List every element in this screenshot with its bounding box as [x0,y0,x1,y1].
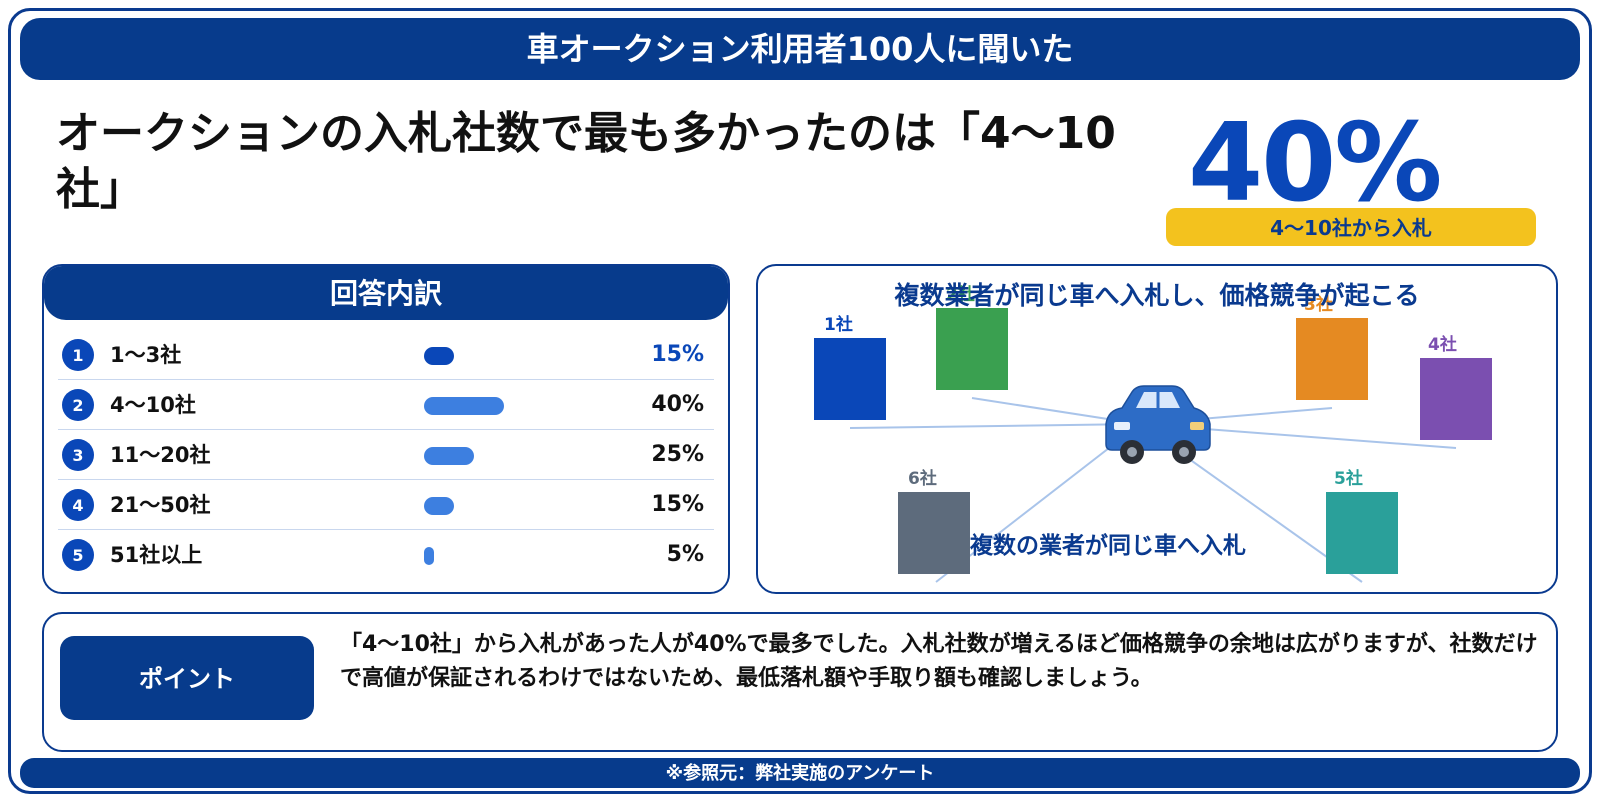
bidder-1-box [814,338,886,420]
bidder-4: 4社 [1420,334,1492,440]
row-number-badge: 1 [62,339,94,371]
row-label: 21〜50社 [110,493,211,517]
bidder-4-box [1420,358,1492,440]
bidder-2-box [936,308,1008,390]
row-number-badge: 5 [62,539,94,571]
row-percent: 25% [651,442,704,467]
bidder-1-label: 1社 [824,314,853,335]
row-bar-fill [424,347,454,365]
row-bar [424,447,624,465]
breakdown-row: 4 21〜50社 15% [58,480,714,530]
bidder-3-label: 3社 [1304,294,1333,315]
row-bar [424,347,624,365]
row-label: 1〜3社 [110,343,182,367]
bidder-5-box [1326,492,1398,574]
row-bar-fill [424,497,454,515]
breakdown-row: 3 11〜20社 25% [58,430,714,480]
breakdown-row: 2 4〜10社 40% [58,380,714,430]
row-bar [424,497,624,515]
highlight-stat: 40% [1188,101,1443,226]
bidder-6-box [898,492,970,574]
bidding-diagram: 1社 2社 3社 4社 5社 6社 [814,284,1492,583]
page-frame [8,8,1592,794]
bidder-3-box [1296,318,1368,400]
row-label: 11〜20社 [110,443,211,467]
header-banner: 車オークション利用者100人に聞いた [20,18,1580,80]
row-label: 4〜10社 [110,393,196,417]
breakdown-title: 回答内訳 [44,266,728,320]
bidder-6: 6社 [898,468,970,574]
breakdown-row: 5 51社以上 5% [58,530,714,580]
car-icon [1105,385,1211,464]
row-percent: 5% [666,542,704,567]
row-percent: 15% [651,492,704,517]
point-text: 「4〜10社」から入札があった人が40%で最多でした。入札社数が増えるほど価格競… [340,632,1538,691]
bidder-5-label: 5社 [1334,468,1363,489]
source-footer: ※参照元：弊社実施のアンケート [20,758,1580,788]
row-label: 51社以上 [110,543,203,567]
diagram-caption: 複数の業者が同じ車へ入札 [970,533,1246,559]
bidder-3: 3社 [1296,294,1368,400]
row-percent: 40% [651,392,704,417]
page-title: オークションの入札社数で最も多かったのは「4〜10社」 [56,108,1116,215]
point-panel: ポイント 「4〜10社」から入札があった人が40%で最多でした。入札社数が増える… [42,612,1558,752]
bidder-1: 1社 [814,314,886,420]
breakdown-row: 1 1〜3社 15% [58,330,714,380]
bidder-5: 5社 [1326,468,1398,574]
highlight-caption: 4〜10社から入札 [1166,208,1536,246]
breakdown-panel: 回答内訳 1 1〜3社 15% 2 4〜10社 40% 3 11〜20社 25%… [42,264,730,594]
row-percent: 15% [651,342,704,367]
bidding-diagram-panel: 1社 2社 3社 4社 5社 6社 [756,264,1558,594]
point-label: ポイント [60,636,314,720]
row-bar [424,397,624,415]
breakdown-list: 1 1〜3社 15% 2 4〜10社 40% 3 11〜20社 25% 4 21… [58,330,714,580]
row-bar-fill [424,397,504,415]
row-bar-fill [424,547,434,565]
bidder-2-label: 2社 [946,284,975,305]
bidder-2: 2社 [936,284,1008,390]
row-number-badge: 2 [62,389,94,421]
bidder-6-label: 6社 [908,468,937,489]
row-bar [424,547,624,565]
row-number-badge: 3 [62,439,94,471]
bidder-4-label: 4社 [1428,334,1457,355]
row-bar-fill [424,447,474,465]
diagram-title: 複数業者が同じ車へ入札し、価格競争が起こる [894,281,1420,310]
bid-line [849,423,1141,429]
row-number-badge: 4 [62,489,94,521]
